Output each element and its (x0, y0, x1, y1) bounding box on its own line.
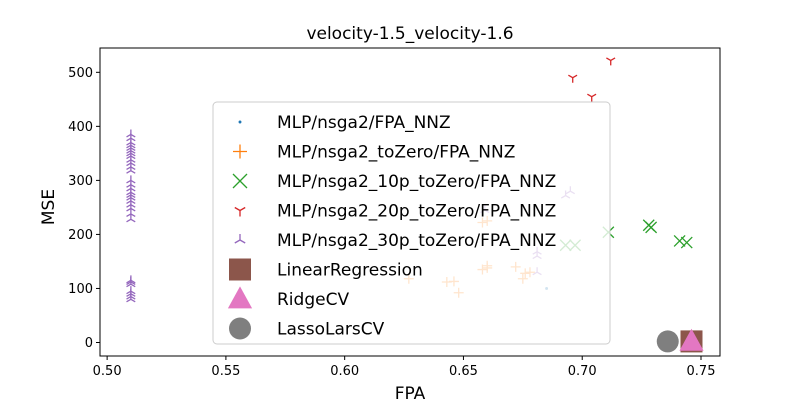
legend-marker-plus (233, 144, 247, 159)
legend-label: MLP/nsga2/FPA_NNZ (277, 113, 451, 133)
y-tick-label: 400 (68, 120, 93, 135)
y-tick-label: 300 (68, 174, 93, 189)
point-5-8 (126, 214, 136, 223)
legend-item: MLP/nsga2_10p_toZero/FPA_NNZ (232, 172, 556, 192)
point-4-2 (587, 93, 597, 102)
legend-item: MLP/nsga2_20p_toZero/FPA_NNZ (234, 202, 556, 222)
legend-marker-tri_up (234, 234, 246, 244)
point-4-3 (606, 57, 616, 66)
legend-marker-dot (238, 120, 242, 124)
point-5-18 (126, 175, 136, 184)
legend-marker-tri_down (234, 206, 246, 217)
y-tick-label: 100 (68, 282, 93, 297)
point-3-5 (645, 221, 658, 234)
point-8-1 (656, 330, 679, 353)
legend-item: LinearRegression (229, 258, 423, 281)
legend-label: LinearRegression (277, 261, 423, 281)
point-3-6 (673, 234, 686, 247)
point-3-7 (680, 236, 693, 249)
plot-frame (99, 47, 721, 357)
point-5-30 (126, 129, 136, 138)
y-tick-label: 500 (68, 66, 93, 81)
legend-item: MLP/nsga2_30p_toZero/FPA_NNZ (234, 231, 556, 251)
legend-marker-triangle (227, 286, 253, 309)
series-4 (568, 57, 616, 102)
chart-title: velocity-1.5_velocity-1.6 (306, 24, 513, 44)
x-tick-label: 0.65 (449, 364, 478, 379)
y-axis-label: MSE (39, 189, 59, 225)
point-5-4 (126, 286, 136, 295)
legend-item: MLP/nsga2_toZero/FPA_NNZ (233, 143, 515, 163)
legend-item: MLP/nsga2/FPA_NNZ (238, 113, 451, 133)
legend-label: RidgeCV (277, 290, 349, 310)
x-tick-label: 0.60 (330, 364, 359, 379)
x-tick-label: 0.75 (687, 364, 716, 379)
legend-label: MLP/nsga2_10p_toZero/FPA_NNZ (277, 172, 556, 192)
legend-item: RidgeCV (227, 286, 349, 310)
y-tick-label: 0 (85, 336, 93, 351)
legend: MLP/nsga2/FPA_NNZ MLP/nsga2_toZero/FPA_NN… (212, 101, 611, 345)
legend-label: MLP/nsga2_30p_toZero/FPA_NNZ (277, 231, 556, 251)
point-4-1 (568, 74, 578, 83)
point-5-9 (126, 208, 136, 217)
legend-label: MLP/nsga2_20p_toZero/FPA_NNZ (277, 202, 556, 222)
point-7-1 (679, 328, 704, 351)
point-5-7 (126, 275, 136, 284)
x-axis-label: FPA (395, 384, 426, 400)
x-axis: 0.50 0.55 0.60 0.65 0.70 0.75 (93, 356, 716, 379)
legend-marker-x (232, 173, 248, 189)
legend-box (212, 101, 611, 345)
y-tick-label: 200 (68, 228, 93, 243)
x-tick-label: 0.50 (93, 364, 122, 379)
y-axis: 0 100 200 300 400 500 (68, 66, 100, 351)
legend-label: MLP/nsga2_toZero/FPA_NNZ (277, 143, 515, 163)
legend-marker-circle (229, 317, 251, 340)
series-7 (679, 328, 704, 351)
x-tick-label: 0.70 (568, 364, 597, 379)
legend-item: LassoLarsCV (229, 317, 385, 340)
series-8 (656, 330, 679, 353)
x-tick-label: 0.55 (211, 364, 240, 379)
legend-marker-square (229, 258, 251, 281)
legend-label: LassoLarsCV (277, 320, 385, 340)
